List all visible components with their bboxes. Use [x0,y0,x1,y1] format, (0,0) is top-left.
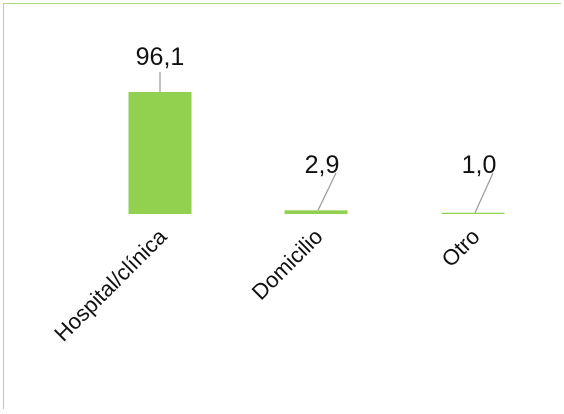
leader-line-2 [474,172,494,213]
leader-lines-layer [159,72,494,213]
chart-container: 96,1 2,9 1,0 Hospital/clínica Domicilio Otro [2,2,561,409]
bar-chart: 96,1 2,9 1,0 Hospital/clínica Domicilio Otro [2,2,561,409]
data-label-0: 96,1 [136,43,185,71]
bar-1 [284,210,348,214]
category-label-0: Hospital/clínica [49,223,172,346]
category-labels-layer: Hospital/clínica Domicilio Otro [49,223,484,346]
leader-line-1 [317,172,337,211]
category-label-2: Otro [437,224,485,272]
data-label-1: 2,9 [305,151,340,179]
chart-frame-border [2,2,561,409]
data-labels-layer: 96,1 2,9 1,0 [136,43,497,179]
bar-0 [128,92,192,214]
bar-2 [441,212,505,214]
data-label-2: 1,0 [462,151,497,179]
category-label-1: Domicilio [247,224,328,305]
bars-layer [128,92,505,214]
